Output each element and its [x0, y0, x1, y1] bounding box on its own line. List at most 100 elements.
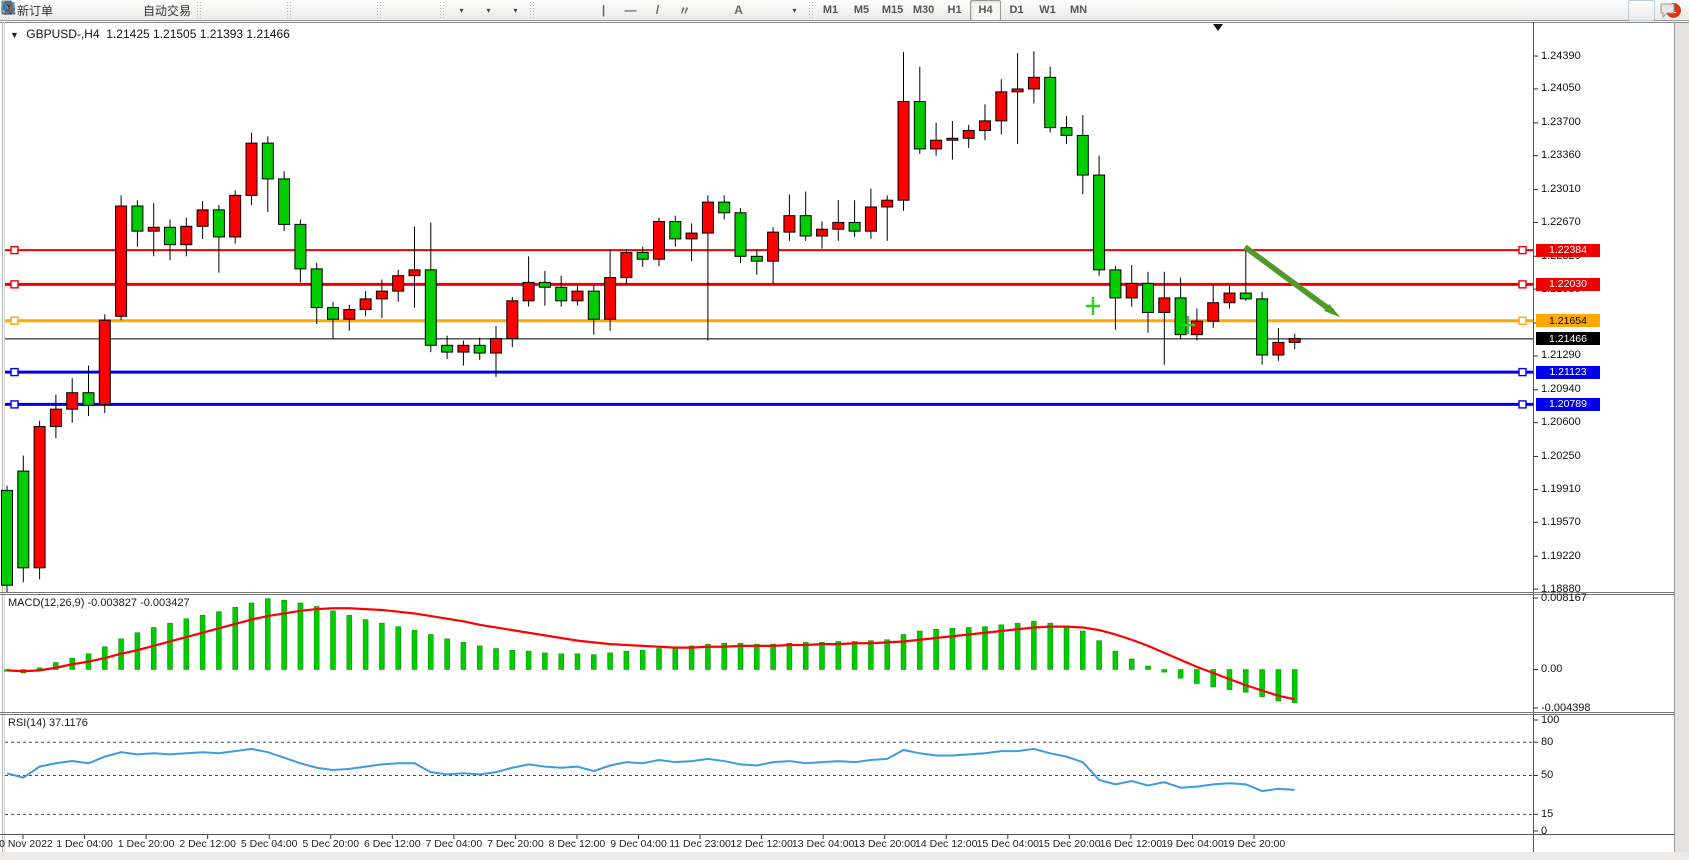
equidistant-channel-button[interactable]: 〃 [671, 0, 698, 21]
macd-bar [199, 614, 206, 670]
macd-bar [232, 607, 238, 670]
text-button[interactable]: A [725, 0, 752, 21]
zoom-out-button[interactable] [1, 0, 347, 21]
chart-shift-marker[interactable] [1213, 24, 1223, 31]
macd-bar [1096, 640, 1102, 670]
resistance-line-1-handle[interactable] [1518, 245, 1527, 255]
candlestick-chart-button[interactable] [2, 0, 257, 21]
candlestick [767, 227, 780, 284]
timeframe-m15-button[interactable]: M15 [881, 4, 904, 16]
candlestick [1256, 292, 1269, 365]
macd-bar [1210, 669, 1216, 688]
candlestick [1272, 327, 1285, 361]
timeframe-m30-button[interactable]: M30 [912, 4, 935, 16]
text-label-button[interactable]: T [2, 0, 779, 21]
price-axis-label: 1.19220 [1541, 549, 1581, 562]
macd-bar [737, 642, 744, 670]
candlestick [490, 325, 502, 378]
pivot-line-handle[interactable] [10, 316, 19, 325]
macd-bar [819, 642, 825, 670]
dropdown-caret-icon: ▾ [486, 5, 491, 15]
toolbar-grip[interactable] [376, 1, 382, 19]
toolbar-grip[interactable] [529, 1, 535, 19]
support-line-1-price-badge: 1.21123 [1536, 365, 1600, 379]
candlestick [1044, 66, 1057, 133]
date-axis-label: 5 Dec 04:00 [240, 838, 298, 850]
candlestick [881, 195, 894, 241]
macd-bar [525, 650, 532, 670]
arrows-dropdown-button[interactable]: ▾ [2, 0, 806, 21]
candlestick [424, 222, 437, 353]
candlestick [408, 226, 421, 308]
trendline-button[interactable]: / [644, 0, 671, 21]
candlestick [555, 275, 568, 307]
notifications-button[interactable]: 1 [1655, 0, 1687, 21]
macd-bar [150, 627, 157, 670]
vertical-line-button[interactable]: | [590, 0, 617, 21]
toolbar-grip[interactable] [286, 1, 292, 19]
price-axis-label: 1.23360 [1541, 149, 1581, 162]
trend-arrow-head[interactable] [1324, 303, 1341, 318]
chart-background[interactable] [0, 22, 1674, 852]
new-chart-button[interactable]: ▾ [1, 0, 473, 21]
macd-signal-line [6, 607, 1295, 701]
auto-trading-button[interactable]: 自动交易 [1, 0, 194, 21]
candlestick [49, 394, 62, 439]
resistance-line-1-handle[interactable] [10, 245, 19, 255]
cursor-button[interactable] [5, 0, 563, 21]
plus-marker[interactable] [1086, 297, 1100, 315]
auto-scroll-button[interactable] [1, 0, 410, 21]
indicators-template-button[interactable]: ▾ [1, 0, 527, 21]
period-dropdown-button[interactable]: ▾ [1, 0, 500, 21]
collapse-triangle-icon[interactable]: ▼ [10, 30, 19, 40]
timeframe-m1-button[interactable]: M1 [822, 4, 839, 16]
timeframe-h1-button[interactable]: H1 [947, 4, 962, 16]
toolbar-grip[interactable] [196, 1, 202, 19]
timeframe-m5-button[interactable]: M5 [853, 4, 870, 16]
candlestick [538, 270, 551, 306]
horizontal-line-button[interactable]: — [617, 0, 644, 21]
crosshair-button[interactable] [2, 0, 590, 21]
macd-bar [1047, 622, 1053, 670]
macd-main-value: -0.003827 [87, 597, 138, 609]
text-icon: A [734, 3, 743, 17]
chart-title-ohlc: 1.21425 1.21505 1.21393 1.21466 [106, 27, 290, 41]
pivot-line-handle[interactable] [1518, 316, 1527, 325]
timeframe-h4-button[interactable]: H4 [970, 0, 1002, 21]
toolbar-grip[interactable] [439, 1, 445, 19]
tile-windows-button[interactable] [2, 0, 374, 21]
candlestick [962, 124, 975, 148]
market-watch-button[interactable] [2, 0, 83, 21]
navigator-button[interactable] [1, 0, 137, 21]
plus-marker[interactable] [1181, 316, 1195, 334]
chart-shift-button[interactable] [1, 0, 437, 21]
resistance-line-2-handle[interactable] [10, 280, 19, 289]
macd-bar [672, 646, 679, 670]
macd-bar [1177, 669, 1184, 679]
date-axis-label: 2 Dec 12:00 [179, 838, 236, 850]
support-line-2-handle[interactable] [10, 400, 19, 409]
timeframe-w1-button[interactable]: W1 [1039, 4, 1056, 16]
line-chart-button[interactable] [1, 0, 284, 21]
zoom-in-button[interactable] [1, 0, 320, 21]
candlestick [359, 291, 372, 317]
date-axis-label: 12 Dec 12:00 [730, 838, 793, 850]
timeframe-d1-button[interactable]: D1 [1009, 4, 1024, 16]
search-button[interactable] [2, 0, 1655, 21]
trend-arrow[interactable] [1243, 244, 1335, 315]
candlestick [1190, 308, 1203, 341]
toolbar-grip[interactable] [808, 1, 814, 19]
resistance-line-2-handle[interactable] [1518, 280, 1527, 289]
support-line-1-handle[interactable] [1518, 367, 1527, 377]
macd-bar [786, 642, 793, 670]
bar-chart-button[interactable] [2, 0, 230, 21]
timeframe-mn-button[interactable]: MN [1069, 4, 1088, 16]
fibonacci-button[interactable]: F [2, 0, 725, 21]
macd-bar [542, 652, 548, 670]
data-window-button[interactable] [1, 0, 110, 21]
candlestick [245, 132, 258, 206]
support-line-1-handle[interactable] [10, 367, 19, 377]
candlestick [1223, 285, 1236, 309]
support-line-2-handle[interactable] [1518, 400, 1527, 409]
